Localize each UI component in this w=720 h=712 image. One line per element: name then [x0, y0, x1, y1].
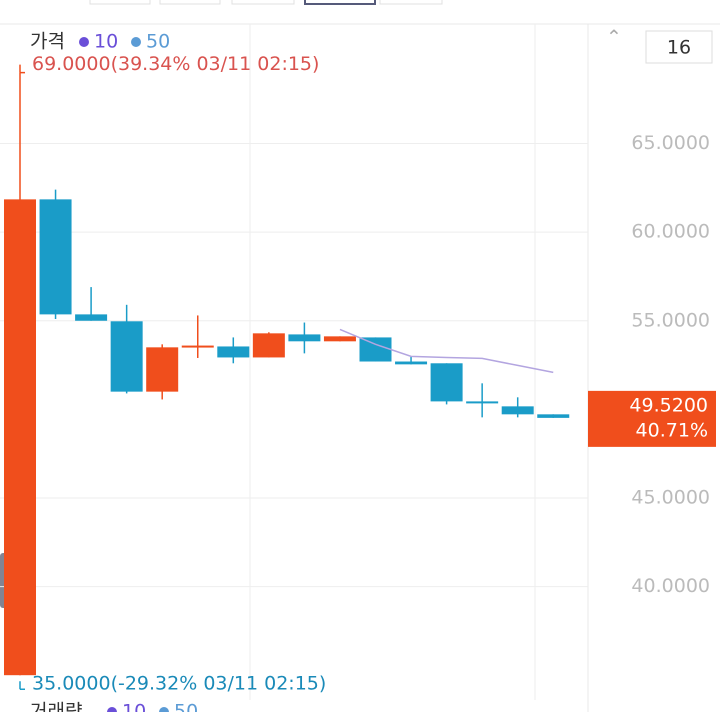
- candle-body: [4, 199, 36, 676]
- y-tick-label: 40.0000: [631, 575, 710, 597]
- price-label: 가격: [30, 31, 65, 53]
- last-change: 40.71%: [636, 419, 708, 441]
- legend-dot: [79, 37, 89, 47]
- candle-body: [501, 406, 534, 415]
- max-marker: [19, 64, 25, 74]
- ma-line: [339, 328, 554, 374]
- last-price-tag: [588, 390, 716, 447]
- candle-body: [395, 361, 428, 365]
- candle-body: [359, 337, 392, 362]
- y-tick-label: 65.0000: [631, 132, 710, 154]
- interval-box[interactable]: ⌃ 16: [606, 27, 713, 64]
- min-annotation: 35.0000(-29.32% 03/11 02:15): [32, 673, 326, 695]
- volume-label: 거래량: [30, 701, 82, 712]
- candle-body: [252, 333, 285, 358]
- legend-label: 10: [94, 31, 118, 53]
- interval-input[interactable]: [645, 30, 713, 64]
- interval-value[interactable]: 16: [667, 37, 691, 59]
- legend-dot: [107, 707, 117, 712]
- candle-body: [146, 347, 179, 392]
- last-price: 49.5200: [629, 394, 708, 416]
- candle-body: [323, 336, 356, 342]
- max-annotation: 69.0000(39.34% 03/11 02:15): [32, 53, 319, 75]
- candle-body: [217, 346, 250, 358]
- up-arrow[interactable]: ⌃: [606, 27, 622, 49]
- legend-label: 50: [146, 31, 170, 53]
- y-tick-label: 55.0000: [631, 309, 710, 331]
- y-tick-label: 60.0000: [631, 221, 710, 243]
- candle-body: [39, 199, 72, 315]
- candle-body: [288, 334, 321, 342]
- candle-body: [466, 401, 499, 404]
- top-tabs: [89, 0, 443, 5]
- min-marker: [19, 681, 25, 690]
- candle-body: [75, 314, 108, 321]
- candle-body: [181, 345, 214, 348]
- legend-dot: [159, 707, 169, 712]
- candle-body: [110, 321, 143, 392]
- legend-label: 10: [122, 701, 146, 712]
- candle-body: [430, 363, 463, 402]
- legend-dot: [131, 37, 141, 47]
- legend-label: 50: [174, 701, 198, 712]
- y-tick-label: 45.0000: [631, 486, 710, 508]
- candle-body: [537, 414, 570, 418]
